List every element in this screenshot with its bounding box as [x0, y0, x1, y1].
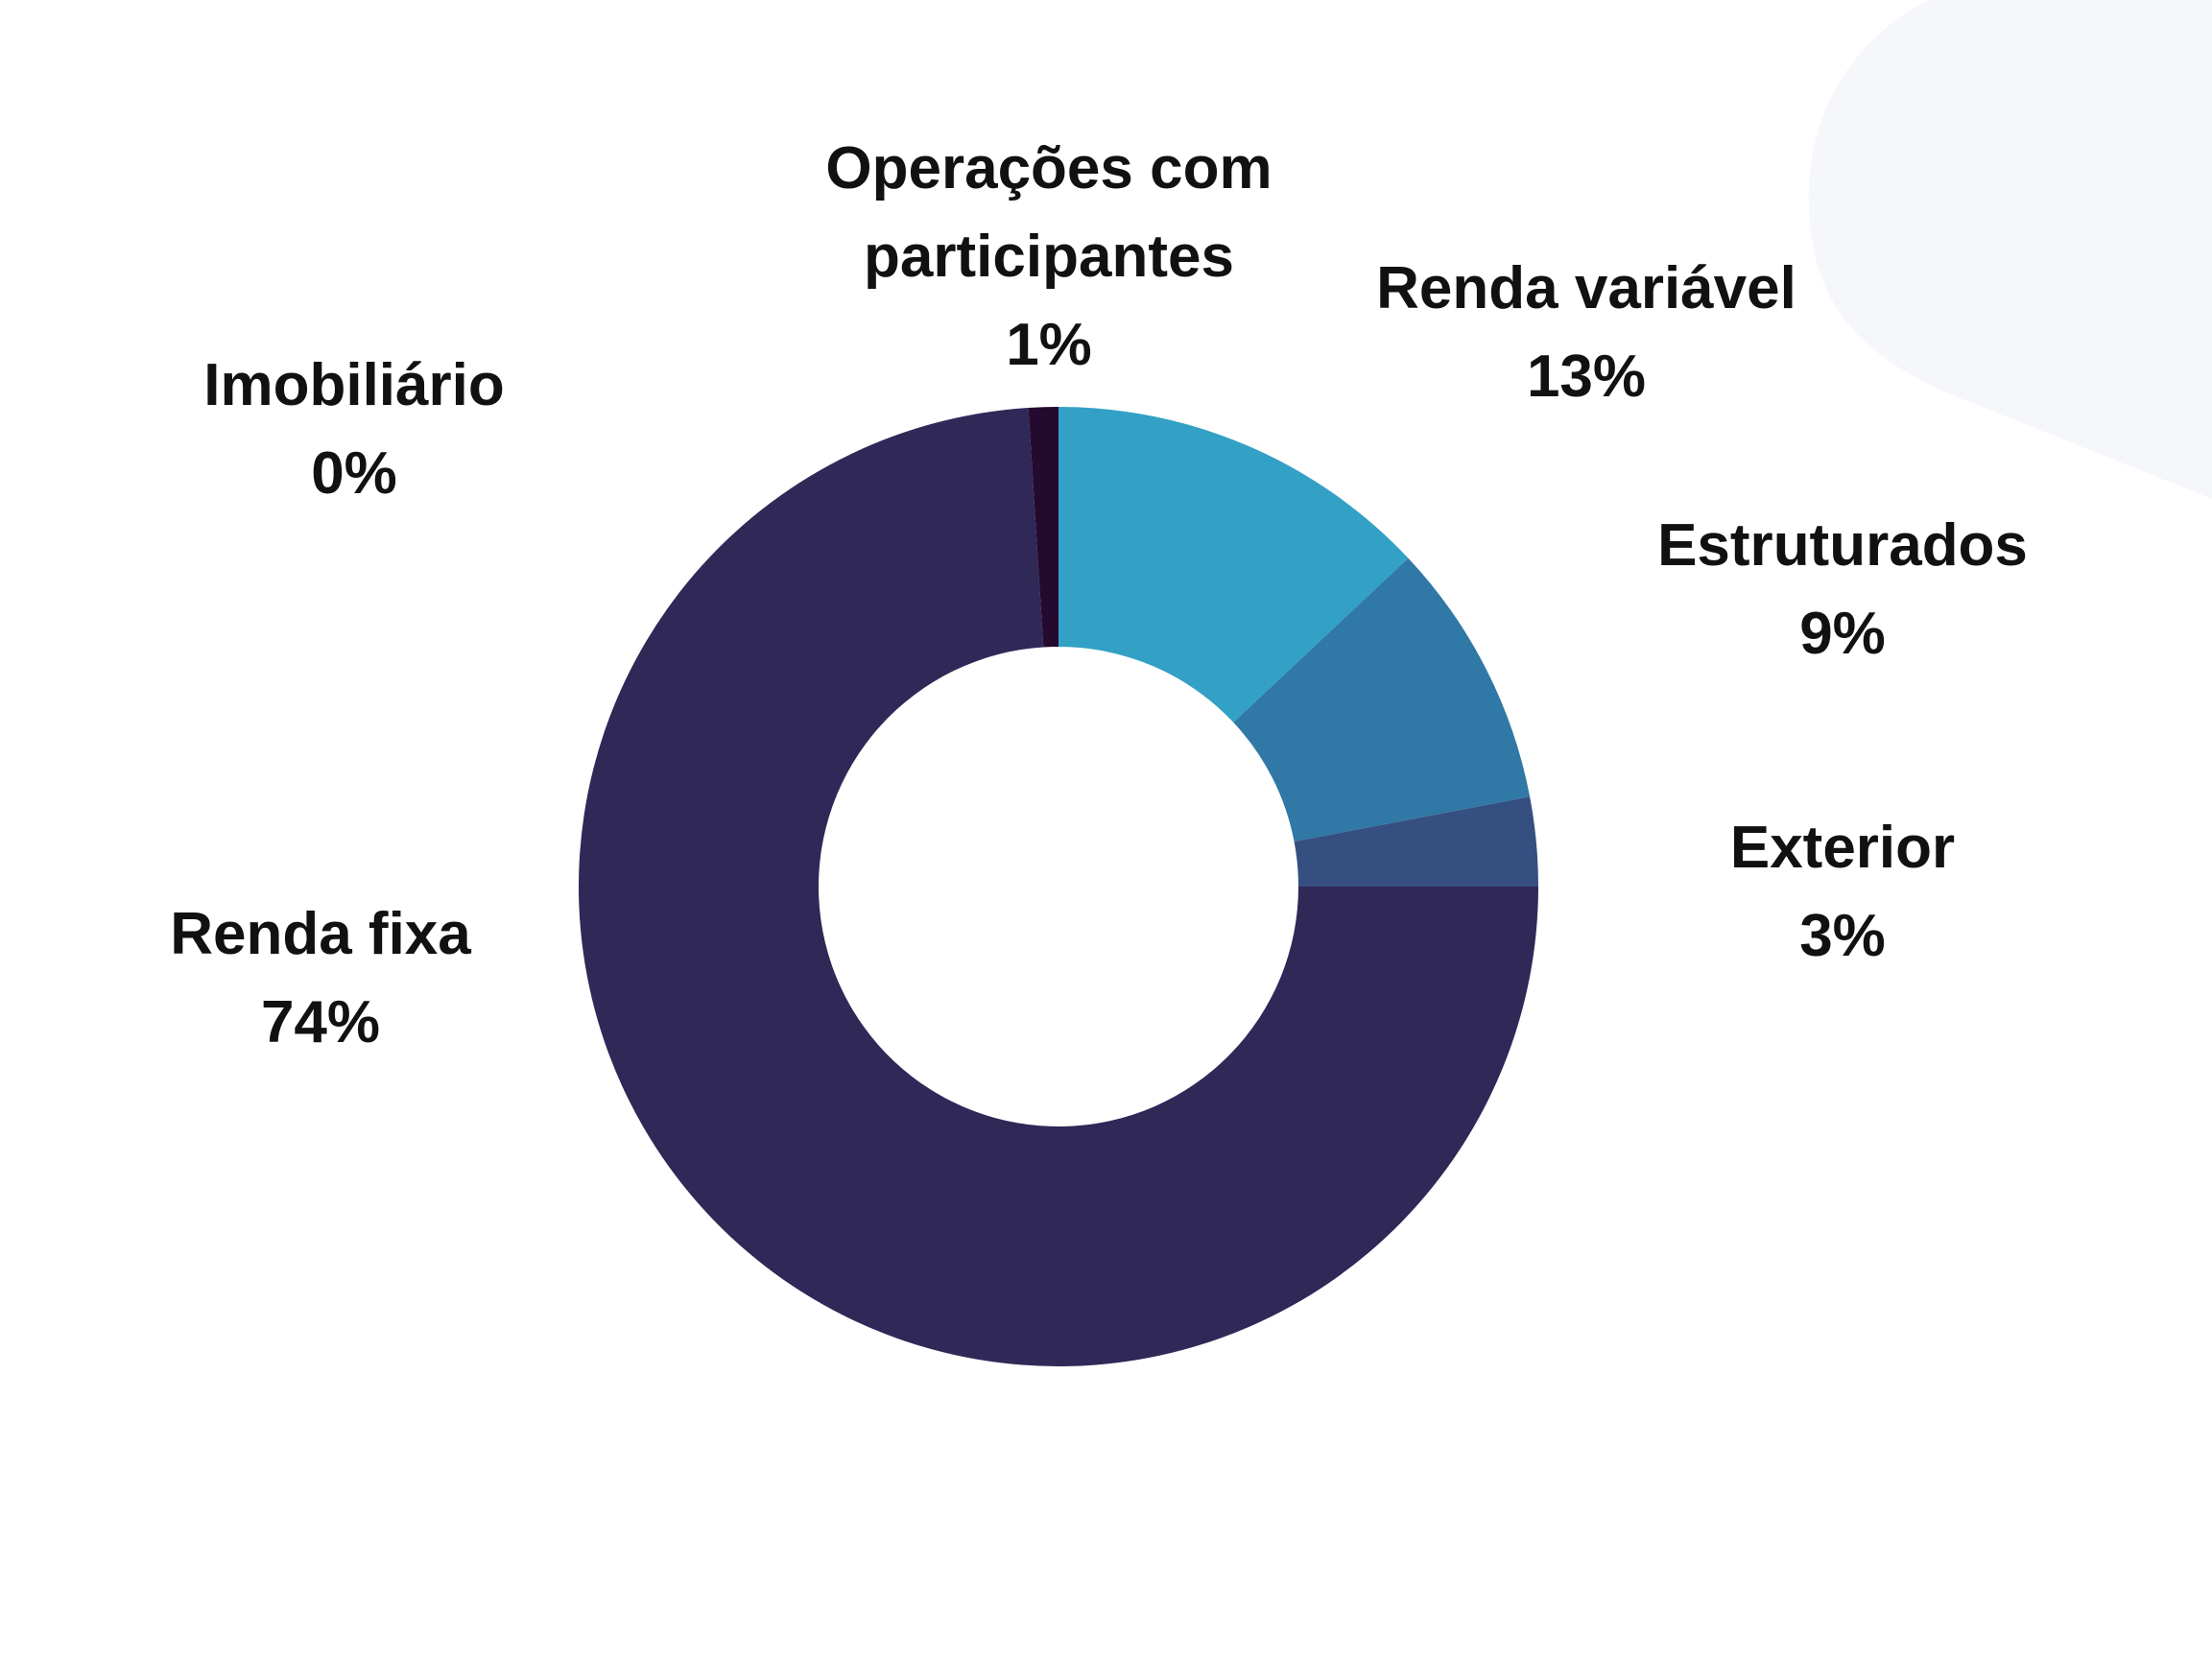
label-renda-fixa-name: Renda fixa	[170, 901, 471, 967]
label-imobiliario-name: Imobiliário	[203, 352, 505, 418]
background-blob	[1808, 0, 2212, 499]
label-renda-variavel-name: Renda variável	[1376, 255, 1796, 321]
label-renda-variavel-pct: 13%	[1526, 344, 1647, 410]
slice-renda-fixa	[579, 407, 1539, 1366]
label-renda-fixa-pct: 74%	[260, 989, 381, 1055]
label-renda-variavel: Renda variável 13%	[1376, 245, 1796, 421]
label-exterior-pct: 3%	[1799, 903, 1886, 969]
slice-estruturados	[1233, 557, 1531, 842]
label-imobiliario-pct: 0%	[311, 440, 397, 507]
label-operacoes-pct: 1%	[1006, 312, 1092, 378]
label-estruturados-name: Estruturados	[1657, 512, 2028, 579]
slice-renda-variavel	[1058, 407, 1409, 723]
label-renda-fixa: Renda fixa 74%	[170, 890, 471, 1067]
label-estruturados-pct: 9%	[1799, 601, 1886, 667]
label-estruturados: Estruturados 9%	[1657, 502, 2028, 678]
label-exterior-name: Exterior	[1729, 815, 1956, 881]
slice-operacoes-com-participantes	[1028, 407, 1058, 648]
label-operacoes-line-1: Operações com	[825, 135, 1272, 201]
label-operacoes-line-2: participantes	[864, 224, 1234, 290]
donut-slices	[579, 407, 1539, 1366]
label-imobiliario: Imobiliário 0%	[203, 342, 504, 518]
label-operacoes-com-participantes: Operações com participantes 1%	[825, 125, 1272, 390]
slice-exterior	[1294, 796, 1538, 887]
label-exterior: Exterior 3%	[1730, 804, 1955, 981]
